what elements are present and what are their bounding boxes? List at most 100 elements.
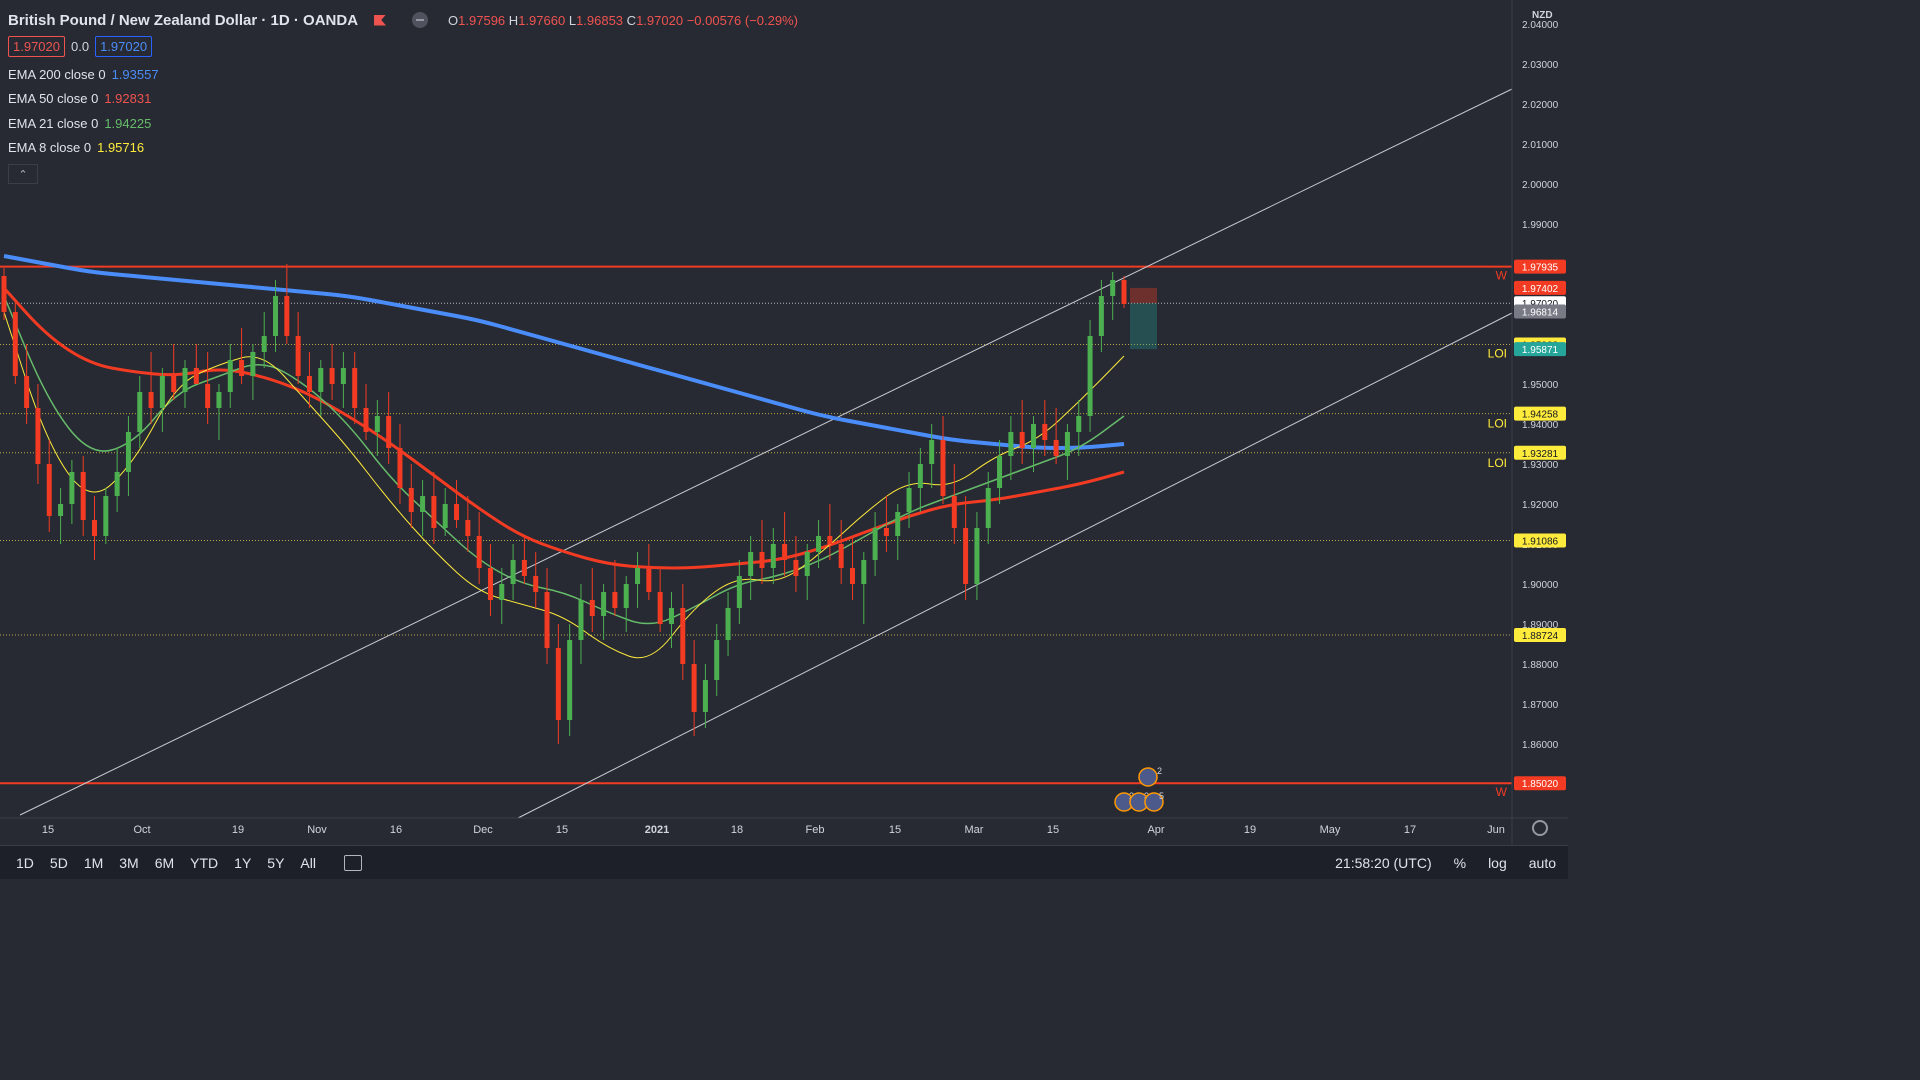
candle-body: [725, 608, 731, 640]
candle-body: [227, 360, 233, 392]
candle-body: [92, 520, 98, 536]
candle-body: [273, 296, 279, 336]
timeframe-ytd[interactable]: YTD: [190, 854, 219, 871]
level-price-label: 1.91086: [1522, 537, 1559, 548]
price-tick-label: 1.90000: [1522, 580, 1559, 591]
time-tick-label: Nov: [307, 824, 327, 836]
candle-body: [793, 560, 799, 576]
event-marker: [1144, 792, 1164, 812]
sell-price-button[interactable]: 1.97020: [8, 35, 65, 57]
candle-body: [646, 568, 652, 592]
candle-body: [442, 504, 448, 528]
percent-toggle[interactable]: %: [1453, 854, 1467, 871]
candle-body: [963, 528, 969, 584]
candle-body: [680, 608, 686, 664]
timeframe-3m[interactable]: 3M: [119, 854, 139, 871]
candle-body: [748, 552, 754, 576]
symbol-title[interactable]: British Pound / New Zealand Dollar · 1D …: [8, 11, 359, 29]
indicator-list: EMA 200 close 0 1.93557 EMA 50 close 0 1.9…: [8, 62, 798, 160]
price-tick-label: 2.02000: [1522, 100, 1559, 111]
timeframe-1d[interactable]: 1D: [16, 854, 34, 871]
utc-clock[interactable]: 21:58:20 (UTC): [1335, 854, 1432, 871]
collapse-legend-button[interactable]: ⌃: [8, 164, 38, 184]
candle-body: [1121, 280, 1127, 304]
price-chart[interactable]: W LOI LOI LOI W 2.04000 2.03000 2.02000 2.01000…: [0, 0, 1568, 845]
candle-body: [770, 544, 776, 568]
candle-body: [702, 680, 708, 712]
minus-icon[interactable]: [412, 12, 429, 28]
auto-toggle[interactable]: auto: [1528, 854, 1556, 871]
price-tag-label: 1.97402: [1522, 284, 1559, 295]
timeframe-5y[interactable]: 5Y: [267, 854, 285, 871]
candle-body: [827, 536, 833, 544]
price-axis[interactable]: 2.04000 2.03000 2.02000 2.01000 2.00000 1.990…: [1511, 0, 1568, 845]
timeframe-all[interactable]: All: [300, 854, 316, 871]
candle-body: [408, 488, 414, 512]
indicator-ema200[interactable]: EMA 200 close 0 1.93557: [8, 66, 159, 82]
candle-body: [883, 528, 889, 536]
time-tick-label: 15: [556, 824, 568, 836]
indicator-ema21[interactable]: EMA 21 close 0 1.94225: [8, 115, 152, 131]
candle-body: [465, 520, 471, 536]
timeframe-1m[interactable]: 1M: [83, 854, 104, 871]
price-axis-bg: [1512, 0, 1568, 845]
candle-body: [1, 276, 7, 312]
time-tick-label: 19: [1244, 824, 1256, 836]
currency-label: NZD: [1532, 10, 1553, 21]
candle-body: [306, 376, 312, 392]
candle-body: [691, 664, 697, 712]
candle-body: [838, 544, 844, 568]
candle-body: [125, 432, 131, 472]
gear-icon[interactable]: [1532, 820, 1548, 836]
indicator-ema8[interactable]: EMA 8 close 0 1.95716: [8, 140, 145, 156]
stop-zone: [1130, 287, 1157, 304]
channel-line: [19, 88, 1513, 816]
candle-body: [816, 536, 822, 552]
candle-body: [12, 312, 18, 376]
time-axis[interactable]: 15 Oct 19 Nov 16 Dec 15 2021 18 Feb 15 Mar 15 Apr 19 Ma…: [0, 817, 1568, 836]
time-tick-label: Dec: [473, 824, 493, 836]
target-zone: [1130, 303, 1157, 350]
candle-body: [148, 392, 154, 408]
level-tag: W: [1496, 785, 1508, 799]
candle-body: [1087, 336, 1093, 416]
time-tick-label: 15: [889, 824, 901, 836]
level-price-label: 1.94258: [1522, 410, 1559, 421]
candle-body: [250, 352, 256, 376]
time-tick-label: 16: [390, 824, 402, 836]
timeframe-1y[interactable]: 1Y: [234, 854, 252, 871]
candles: [1, 264, 1127, 744]
candle-body: [318, 368, 324, 392]
candle-body: [940, 440, 946, 496]
price-tick-label: 2.01000: [1522, 140, 1559, 151]
price-tick-label: 2.03000: [1522, 60, 1559, 71]
candle-body: [284, 296, 290, 336]
time-tick-label: 19: [232, 824, 244, 836]
timeframe-6m[interactable]: 6M: [154, 854, 175, 871]
position-tool[interactable]: [1130, 287, 1157, 350]
candle-body: [374, 416, 380, 432]
timeframe-5d[interactable]: 5D: [49, 854, 68, 871]
price-tag: [1514, 342, 1566, 357]
level-price-tag: [1514, 776, 1566, 791]
economic-events[interactable]: 2235: [1114, 766, 1164, 812]
time-tick-label: Mar: [965, 824, 984, 836]
price-tick-label: 2.00000: [1522, 180, 1559, 191]
ohlc-readout: O1.97596 H1.97660 L1.96853 C1.97020 −0.0…: [448, 12, 798, 28]
candle-body: [499, 584, 505, 600]
date-range-icon[interactable]: [343, 854, 362, 871]
time-tick-label: Feb: [806, 824, 825, 836]
indicator-ema50[interactable]: EMA 50 close 0 1.92831: [8, 91, 152, 107]
candle-body: [1064, 432, 1070, 456]
flag-icon[interactable]: [374, 14, 387, 26]
candle-body: [476, 536, 482, 568]
candle-body: [431, 496, 437, 528]
candle-body: [352, 368, 358, 408]
candle-body: [182, 368, 188, 392]
log-toggle[interactable]: log: [1488, 854, 1507, 871]
level-tag: LOI: [1488, 346, 1507, 360]
level-price-label: 1.97935: [1522, 263, 1559, 274]
candle-body: [103, 496, 109, 536]
level-price-tag: [1514, 259, 1566, 274]
buy-price-button[interactable]: 1.97020: [95, 35, 153, 57]
